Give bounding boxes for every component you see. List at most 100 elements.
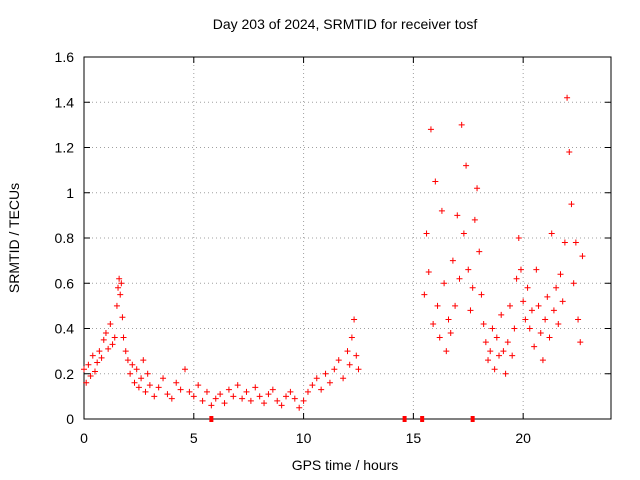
data-point — [151, 393, 158, 400]
data-point — [493, 334, 500, 341]
data-point — [452, 302, 459, 309]
data-point — [460, 230, 467, 237]
data-point — [544, 293, 551, 300]
data-point — [559, 298, 566, 305]
data-point — [487, 348, 494, 355]
data-point — [173, 379, 180, 386]
data-point — [496, 352, 503, 359]
x-tick-label: 15 — [406, 430, 422, 446]
gap-markers — [209, 416, 475, 422]
data-point — [234, 382, 241, 389]
data-point — [261, 400, 268, 407]
data-point — [528, 307, 535, 314]
data-point — [274, 397, 281, 404]
data-point — [454, 212, 461, 219]
y-tick-label: 0.8 — [55, 230, 75, 246]
data-point — [353, 352, 360, 359]
data-point — [344, 348, 351, 355]
data-point — [511, 325, 518, 332]
data-point — [98, 354, 105, 361]
data-point — [498, 311, 505, 318]
data-point — [225, 386, 232, 393]
data-point — [239, 395, 246, 402]
data-point — [83, 379, 90, 386]
data-point — [566, 149, 573, 156]
data-point — [579, 253, 586, 260]
data-point — [105, 345, 112, 352]
data-point — [115, 284, 122, 291]
data-point — [515, 235, 522, 241]
data-point — [102, 330, 109, 337]
data-point — [331, 366, 338, 373]
gap-marker — [420, 416, 425, 422]
data-point — [522, 316, 529, 323]
y-tick-label: 1.2 — [55, 140, 75, 156]
data-point — [109, 341, 116, 348]
data-point — [557, 271, 564, 278]
data-point — [504, 339, 511, 346]
data-point — [265, 391, 272, 398]
y-tick-label: 0.6 — [55, 275, 75, 291]
data-point — [465, 266, 472, 273]
data-point — [203, 388, 210, 395]
data-point — [570, 280, 577, 287]
data-point — [111, 334, 118, 341]
data-point — [199, 397, 206, 404]
data-point — [548, 230, 555, 237]
data-point — [430, 320, 437, 327]
data-points — [81, 94, 586, 411]
data-point — [520, 298, 527, 305]
data-point — [144, 370, 151, 377]
data-point — [212, 395, 219, 402]
data-point — [140, 357, 147, 364]
data-point — [91, 368, 98, 375]
data-point — [463, 162, 470, 169]
data-point — [195, 382, 202, 389]
data-point — [117, 291, 124, 298]
data-point — [138, 375, 145, 382]
data-point — [291, 395, 298, 402]
data-point — [300, 397, 307, 404]
data-point — [449, 257, 456, 264]
data-point — [304, 388, 311, 395]
data-point — [546, 334, 553, 341]
data-point — [247, 397, 254, 404]
data-point — [561, 239, 568, 246]
data-point — [513, 275, 520, 282]
data-point — [230, 393, 237, 400]
data-point — [575, 316, 582, 323]
data-point — [436, 334, 443, 341]
data-point — [186, 388, 193, 395]
data-point — [555, 320, 562, 327]
data-point — [309, 382, 316, 389]
data-point — [322, 370, 329, 377]
data-point — [124, 357, 131, 364]
data-point — [485, 357, 492, 364]
data-point — [509, 352, 516, 359]
data-point — [252, 384, 259, 391]
data-point — [168, 395, 175, 402]
data-point — [506, 302, 513, 309]
data-point — [441, 280, 448, 287]
data-point — [118, 280, 125, 287]
y-tick-label: 0 — [66, 411, 74, 427]
data-point — [287, 388, 294, 395]
data-point — [469, 284, 476, 291]
data-point — [190, 393, 197, 400]
data-point — [434, 302, 441, 309]
data-point — [480, 320, 487, 327]
data-point — [355, 366, 362, 373]
y-tick-label: 1 — [66, 185, 74, 201]
data-point — [491, 366, 498, 373]
gap-marker — [209, 416, 214, 422]
data-point — [351, 316, 358, 323]
data-point — [127, 370, 134, 377]
data-point — [467, 307, 474, 314]
data-point — [427, 126, 434, 133]
data-point — [476, 248, 483, 255]
data-point — [146, 382, 153, 389]
data-point — [313, 375, 320, 382]
data-point — [113, 302, 120, 309]
data-point — [537, 330, 544, 337]
data-point — [432, 178, 439, 185]
